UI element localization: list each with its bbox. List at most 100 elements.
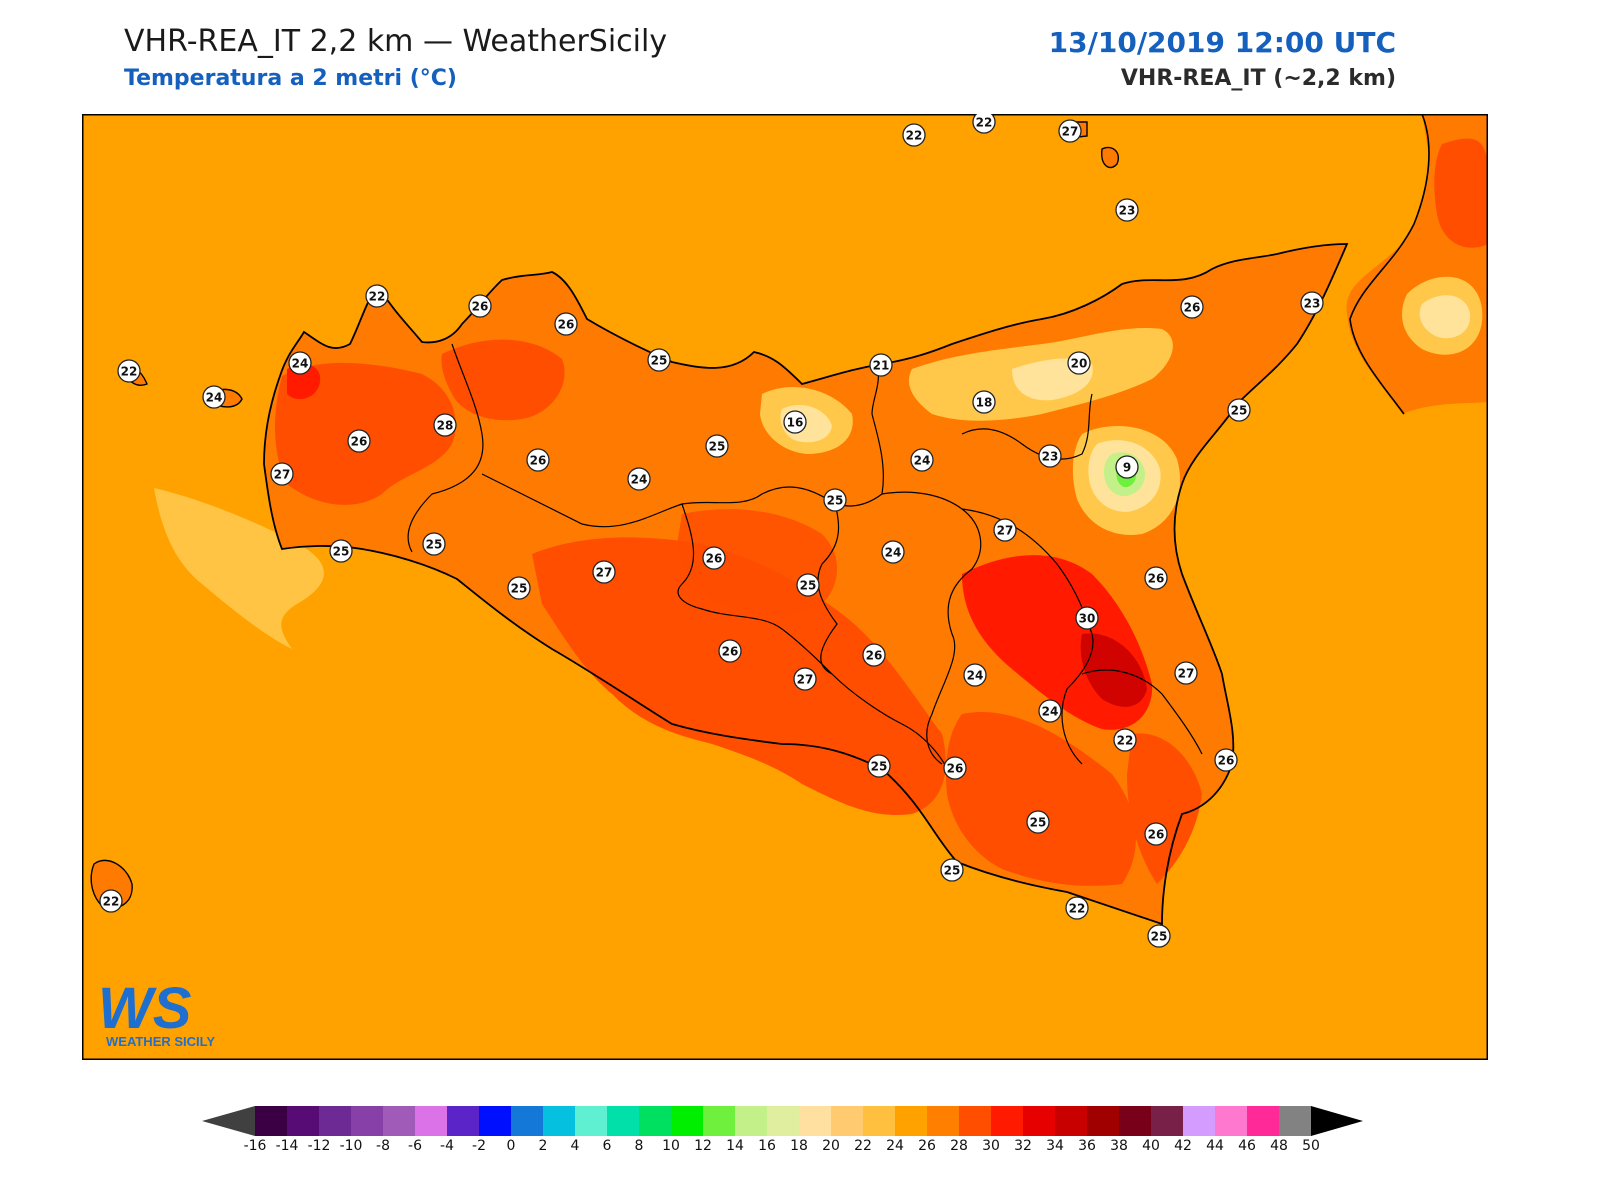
station-marker: 26 xyxy=(1144,566,1168,590)
colorbar: -16 -14 -12 -10 -8 -6 -4 -2 0 2 4 6 8 10 12 14 16 18 20 22 2… xyxy=(202,1106,1363,1154)
province-border xyxy=(961,508,1094,765)
station-marker: 26 xyxy=(468,294,492,318)
station-circle xyxy=(554,312,578,336)
calabria-cooler-zone xyxy=(1419,295,1471,339)
station-marker: 26 xyxy=(526,448,550,472)
station-value: 22 xyxy=(1117,734,1134,748)
station-circle xyxy=(1113,728,1137,752)
station-circle xyxy=(1214,748,1238,772)
station-marker: 26 xyxy=(702,546,726,570)
colorbar-bin xyxy=(479,1106,512,1136)
station-value: 27 xyxy=(274,468,291,482)
station-circle xyxy=(963,663,987,687)
station-marker: 24 xyxy=(910,448,934,472)
colorbar-under-arrow xyxy=(202,1106,255,1136)
colorbar-bin xyxy=(1247,1106,1280,1136)
sicily-coast xyxy=(263,243,1349,926)
station-circle xyxy=(1147,924,1171,948)
station-circle xyxy=(1115,198,1139,222)
warm-zone-south-central xyxy=(532,537,946,815)
warm-zone-south-east xyxy=(945,712,1136,886)
station-marker: 22 xyxy=(1065,896,1089,920)
station-value: 26 xyxy=(1218,754,1235,768)
station-circle xyxy=(1115,455,1139,479)
station-marker: 24 xyxy=(963,663,987,687)
station-circle xyxy=(422,532,446,556)
station-value: 27 xyxy=(596,566,613,580)
station-marker: 24 xyxy=(881,540,905,564)
station-circle xyxy=(329,539,353,563)
station-value: 23 xyxy=(1042,450,1059,464)
colorbar-bin xyxy=(287,1106,320,1136)
station-circle xyxy=(823,488,847,512)
province-border xyxy=(481,363,884,528)
station-circle xyxy=(943,756,967,780)
colorbar-tick-label: 48 xyxy=(1270,1138,1288,1154)
station-circle xyxy=(881,540,905,564)
station-circle xyxy=(1144,566,1168,590)
station-circle xyxy=(1174,661,1198,685)
colorbar-bin xyxy=(415,1106,448,1136)
province-border xyxy=(1081,669,1203,755)
station-value: 28 xyxy=(437,419,454,433)
station-marker: 24 xyxy=(627,467,651,491)
station-value: 26 xyxy=(530,454,547,468)
station-circle xyxy=(202,385,226,409)
colorbar-bin xyxy=(447,1106,480,1136)
station-marker: 25 xyxy=(647,348,671,372)
station-circle xyxy=(1075,606,1099,630)
station-value: 25 xyxy=(800,579,817,593)
station-marker: 26 xyxy=(554,312,578,336)
colorbar-tick-label: 10 xyxy=(662,1138,680,1154)
station-value: 23 xyxy=(1119,204,1136,218)
station-circle xyxy=(1227,398,1251,422)
station-circle xyxy=(902,123,926,147)
station-marker: 22 xyxy=(1113,728,1137,752)
station-circle xyxy=(862,643,886,667)
station-marker: 26 xyxy=(862,643,886,667)
station-value: 27 xyxy=(997,524,1014,538)
station-value: 23 xyxy=(1304,297,1321,311)
station-circle xyxy=(1038,444,1062,468)
colorbar-bin xyxy=(1023,1106,1056,1136)
station-marker: 27 xyxy=(592,560,616,584)
station-circle xyxy=(627,467,651,491)
colorbar-bin xyxy=(1087,1106,1120,1136)
station-marker: 25 xyxy=(1227,398,1251,422)
colorbar-tick-label: 8 xyxy=(635,1138,644,1154)
station-value: 25 xyxy=(944,864,961,878)
station-marker: 24 xyxy=(288,351,312,375)
colorbar-tick-label: 14 xyxy=(726,1138,744,1154)
colorbar-bin xyxy=(1055,1106,1088,1136)
colorbar-tick-label: 40 xyxy=(1142,1138,1160,1154)
station-marker: 26 xyxy=(1214,748,1238,772)
station-marker: 22 xyxy=(99,889,123,913)
colorbar-tick-label: 12 xyxy=(694,1138,712,1154)
station-value: 30 xyxy=(1079,612,1096,626)
colorbar-bin xyxy=(383,1106,416,1136)
colorbar-tick-label: -14 xyxy=(276,1138,299,1154)
station-circle xyxy=(592,560,616,584)
station-value: 26 xyxy=(472,300,489,314)
colorbar-tick-label: 44 xyxy=(1206,1138,1224,1154)
colorbar-tick-label: 32 xyxy=(1014,1138,1032,1154)
station-marker: 26 xyxy=(718,639,742,663)
station-circle xyxy=(288,351,312,375)
datetime-label: 13/10/2019 12:00 UTC xyxy=(1048,26,1396,59)
colorbar-bin xyxy=(863,1106,896,1136)
station-value: 26 xyxy=(351,435,368,449)
station-markers: 22 22 27 23 22 26 26 26 23 22 24 24 25 21 20 18 16 25 26 28… xyxy=(99,114,1324,948)
station-value: 22 xyxy=(906,129,923,143)
colorbar-tick-label: 38 xyxy=(1110,1138,1128,1154)
aeolian-island xyxy=(1101,146,1119,169)
map-subtitle: Temperatura a 2 metri (°C) xyxy=(124,66,457,91)
station-circle xyxy=(972,390,996,414)
colorbar-tick-label: 20 xyxy=(822,1138,840,1154)
colorbar-bin xyxy=(1119,1106,1152,1136)
station-marker: 20 xyxy=(1067,351,1091,375)
station-marker: 22 xyxy=(972,114,996,134)
weathersicily-logo: WS WEATHER SICILY xyxy=(98,980,215,1049)
colorbar-tick-label: 24 xyxy=(886,1138,904,1154)
station-value: 24 xyxy=(1042,705,1059,719)
station-marker: 18 xyxy=(972,390,996,414)
